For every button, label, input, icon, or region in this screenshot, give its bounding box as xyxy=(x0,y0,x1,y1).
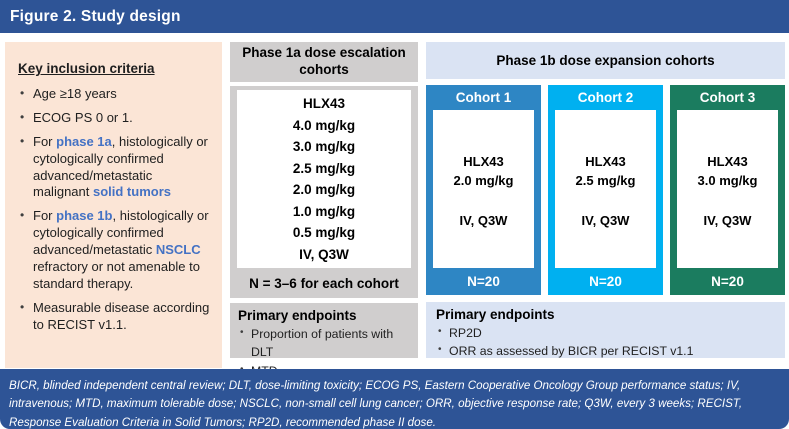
highlighted-term: NSCLC xyxy=(155,242,201,258)
cohort-dose: 2.0 mg/kg xyxy=(453,173,514,188)
bullet-text: Age ≥18 years xyxy=(33,86,117,101)
phase1a-endpoints-list: Proportion of patients with DLTMTD xyxy=(238,325,414,380)
highlighted-term: solid tumors xyxy=(92,184,171,200)
inclusion-bullet: ECOG PS 0 or 1. xyxy=(18,110,210,127)
phase1a-schedule: IV, Q3W xyxy=(299,246,349,262)
cohort-card: Cohort 3 HLX43 3.0 mg/kg IV, Q3W N=20 xyxy=(670,85,785,295)
footnote-bar: BICR, blinded independent central review… xyxy=(0,369,789,429)
endpoint-item: Proportion of patients with DLT xyxy=(238,325,414,362)
bullet-text: For xyxy=(33,133,57,149)
dose-level: 2.0 mg/kg xyxy=(292,182,356,197)
phase1b-cohorts-row: Cohort 1 HLX43 2.0 mg/kg IV, Q3W N=20 Cohort … xyxy=(426,85,785,295)
phase1b-endpoints-list: RP2DORR as assessed by BICR per RECIST v… xyxy=(436,324,777,361)
cohort-dose-box: HLX43 2.0 mg/kg IV, Q3W xyxy=(433,110,534,268)
endpoint-item: RP2D xyxy=(436,324,777,342)
inclusion-criteria-heading: Key inclusion criteria xyxy=(18,61,155,76)
inclusion-criteria-list: Age ≥18 years ECOG PS 0 or 1. For phase 1a… xyxy=(18,86,210,334)
inclusion-bullet: Measurable disease according to RECIST v… xyxy=(18,300,210,334)
phase1a-endpoints-heading: Primary endpoints xyxy=(238,308,357,323)
cohort-card: Cohort 2 HLX43 2.5 mg/kg IV, Q3W N=20 xyxy=(548,85,663,295)
bullet-text: ECOG PS 0 or 1. xyxy=(33,109,133,125)
cohort-dose-box: HLX43 3.0 mg/kg IV, Q3W xyxy=(677,110,778,268)
cohort-n-badge: N=20 xyxy=(711,274,744,289)
cohort-dose: 3.0 mg/kg xyxy=(697,173,758,188)
inclusion-bullet: For phase 1a, histologically or cytologi… xyxy=(18,134,210,202)
phase1a-header: Phase 1a dose escalation cohorts xyxy=(230,42,418,82)
dose-level: 3.0 mg/kg xyxy=(292,139,356,154)
cohort-dose-box: HLX43 2.5 mg/kg IV, Q3W xyxy=(555,110,656,268)
bullet-text: For xyxy=(33,208,57,224)
highlighted-term: phase 1b xyxy=(56,208,113,224)
dose-level: 4.0 mg/kg xyxy=(292,117,356,133)
cohort-schedule: IV, Q3W xyxy=(703,213,752,228)
bullet-text: Measurable disease according to RECIST v… xyxy=(33,299,210,332)
inclusion-criteria-panel: Key inclusion criteria Age ≥18 years ECOG… xyxy=(5,42,222,368)
phase1a-dose-list: 4.0 mg/kg 3.0 mg/kg 2.5 mg/kg 2.0 mg/kg 1.0 … xyxy=(237,115,411,244)
cohort-schedule: IV, Q3W xyxy=(581,213,630,228)
phase1b-header: Phase 1b dose expansion cohorts xyxy=(426,42,785,79)
figure-title-bar: Figure 2. Study design xyxy=(0,0,789,33)
phase1a-cohort-size-note: N = 3–6 for each cohort xyxy=(249,276,399,291)
cohort-label: Cohort 3 xyxy=(699,90,756,105)
bullet-text: , histologically or cytologically confir… xyxy=(33,133,208,200)
cohort-drug-name: HLX43 xyxy=(463,154,504,169)
cohort-n-badge: N=20 xyxy=(589,274,622,289)
inclusion-bullet: Age ≥18 years xyxy=(18,86,210,103)
phase1a-endpoints-box: Primary endpoints Proportion of patients… xyxy=(230,303,418,378)
cohort-drug-name: HLX43 xyxy=(585,154,626,169)
cohort-label: Cohort 2 xyxy=(577,90,634,105)
cohort-n-badge: N=20 xyxy=(467,274,500,289)
phase1b-endpoints-box: Primary endpoints RP2DORR as assessed by… xyxy=(426,302,785,358)
inclusion-bullet: For phase 1b, histologically or cytologi… xyxy=(18,208,210,292)
phase1a-drug-name: HLX43 xyxy=(302,96,346,111)
phase1a-escalation-panel: HLX43 4.0 mg/kg 3.0 mg/kg 2.5 mg/kg 2.0 mg/… xyxy=(230,86,418,298)
bullet-text: refractory or not amenable to standard t… xyxy=(33,259,200,291)
endpoint-item: ORR as assessed by BICR per RECIST v1.1 xyxy=(436,342,777,360)
phase1b-endpoints-heading: Primary endpoints xyxy=(436,307,555,322)
figure-title: Figure 2. Study design xyxy=(10,7,181,25)
dose-level: 2.5 mg/kg xyxy=(292,160,356,176)
dose-level: 0.5 mg/kg xyxy=(292,225,356,240)
cohort-drug-name: HLX43 xyxy=(707,154,748,169)
dose-level: 1.0 mg/kg xyxy=(292,203,356,219)
cohort-dose: 2.5 mg/kg xyxy=(575,173,636,188)
phase1a-dose-box: HLX43 4.0 mg/kg 3.0 mg/kg 2.5 mg/kg 2.0 mg/… xyxy=(237,90,411,268)
cohort-schedule: IV, Q3W xyxy=(459,213,508,228)
abbreviations-footnote: BICR, blinded independent central review… xyxy=(9,379,743,429)
cohort-card: Cohort 1 HLX43 2.0 mg/kg IV, Q3W N=20 xyxy=(426,85,541,295)
highlighted-term: phase 1a xyxy=(56,133,112,149)
bullet-text: , histologically or cytologically confir… xyxy=(33,208,209,258)
cohort-label: Cohort 1 xyxy=(455,90,512,105)
